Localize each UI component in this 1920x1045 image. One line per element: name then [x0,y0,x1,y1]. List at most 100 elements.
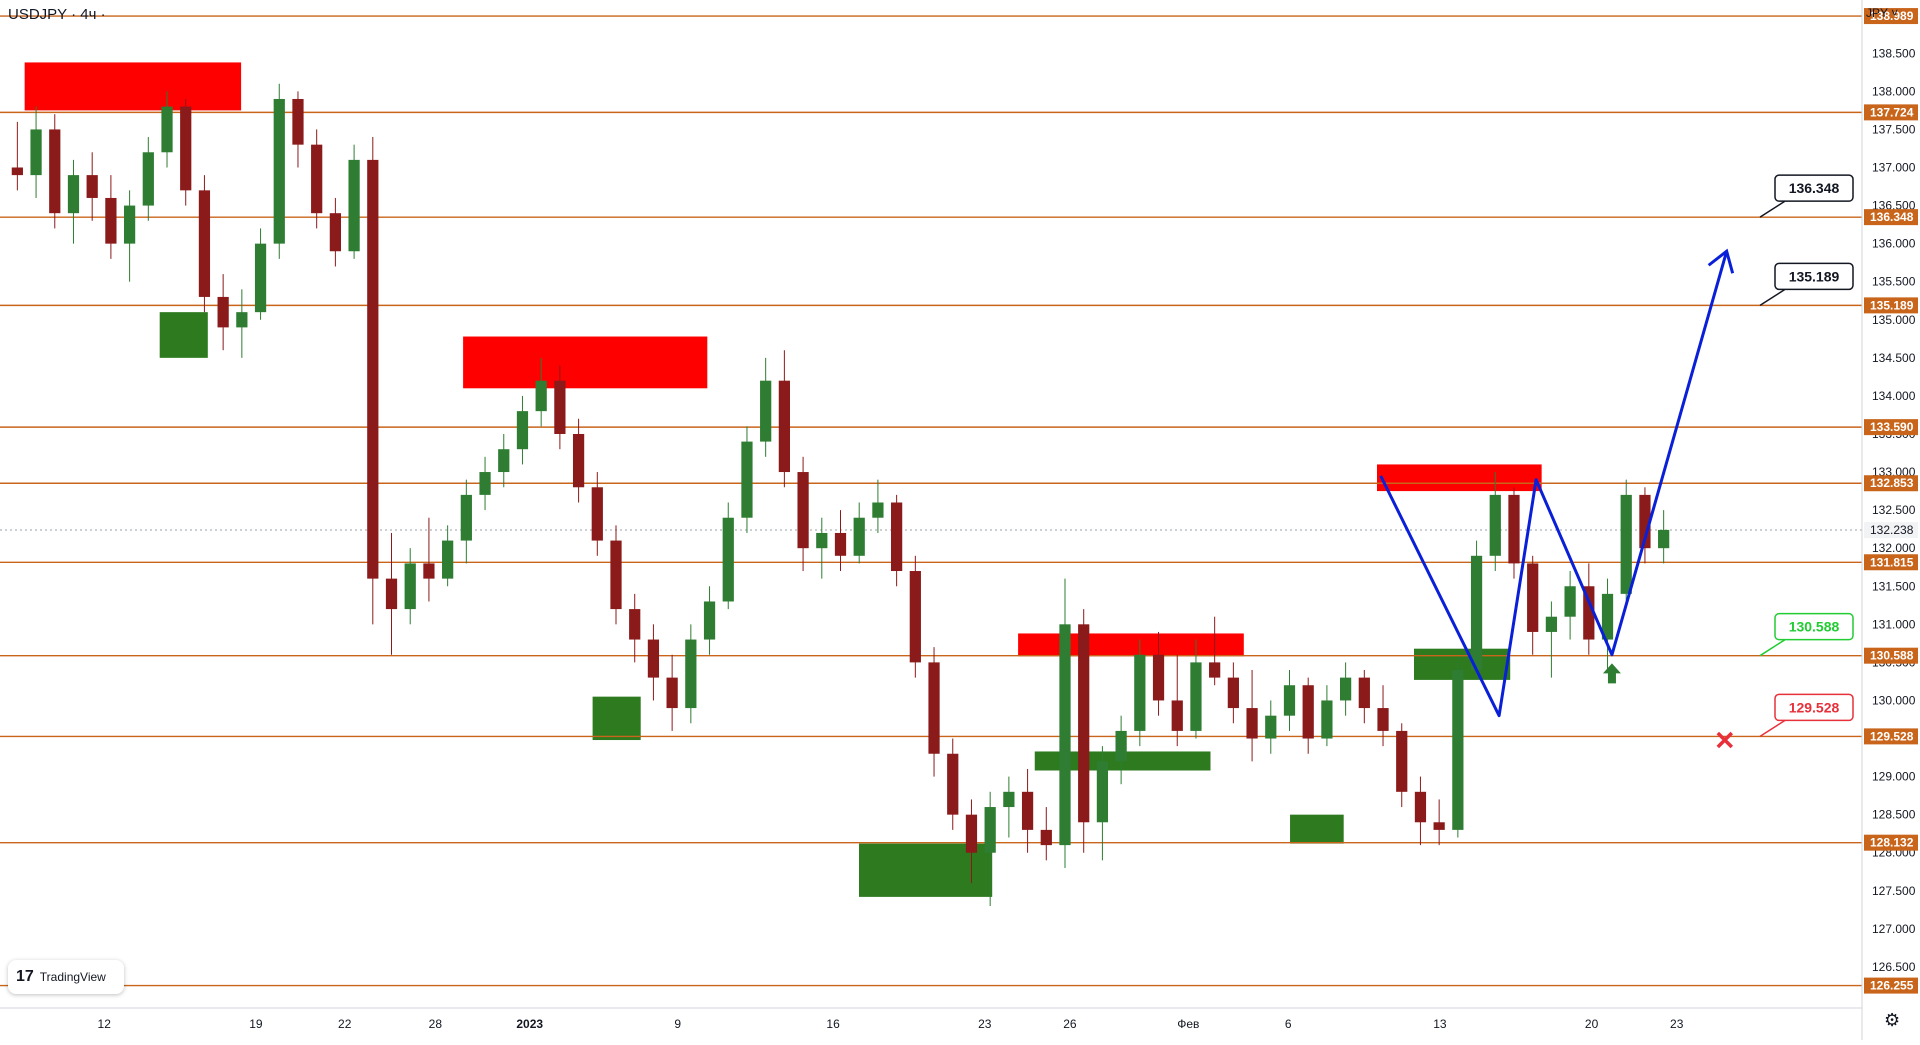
y-tick-label: 138.500 [1872,46,1916,60]
candle-body [404,563,416,610]
candle-body [516,411,529,450]
demand-zone [1290,814,1344,844]
x-tick-label: 6 [1285,1017,1292,1031]
cross-icon [1716,731,1734,749]
candle-body [891,502,903,572]
candle-body [1508,494,1520,564]
candle-body [947,753,959,815]
candle-body [1021,791,1034,830]
projection-arrowhead [1707,248,1735,274]
y-tick-label: 129.000 [1872,770,1916,784]
level-price-tag [1864,475,1918,492]
callout-label: 129.528 [1789,699,1840,715]
y-tick-label: 131.500 [1872,579,1916,593]
candle-body [1227,677,1239,709]
candle-body [1377,708,1389,731]
candle-body [161,106,173,153]
x-tick-label: 23 [978,1017,992,1031]
callout-box [1774,262,1854,291]
x-tick-label: 26 [1063,1017,1077,1031]
candle-body [142,152,154,206]
candle-body [1564,586,1576,617]
level-price-tag [1864,728,1918,745]
level-price-tag [1864,834,1918,851]
candle-body [1190,662,1202,731]
level-price-label: 126.255 [1870,979,1914,993]
candle-body [254,243,267,313]
candle-body [591,487,603,541]
price-axis: 138.500 138.000 137.500 137.000 136.500 136.0… [1861,0,1918,1040]
candle-body [1601,593,1614,640]
candle-body [1265,715,1277,739]
level-price-tag [1864,419,1918,436]
tradingview-logo: 17 [16,968,34,985]
callout-leader [1759,288,1786,307]
candle-body [1452,670,1464,830]
level-price-tag [1864,977,1918,994]
callout-leader [1759,719,1786,738]
candle-body [1489,494,1501,556]
candle-body [703,601,716,640]
y-tick-label: 137.500 [1872,122,1916,136]
candle-body [554,380,566,434]
candle-body [1096,761,1109,823]
candle-body [666,677,678,709]
y-tick-label: 134.000 [1872,389,1916,403]
y-tick-label: 134.500 [1872,351,1916,365]
x-tick-label: 16 [826,1017,840,1031]
supply-zone [1377,464,1542,492]
y-tick-label: 138.000 [1872,84,1916,98]
demand-zone [592,696,641,741]
level-price-tag [1864,297,1918,314]
candle-body [1527,563,1539,632]
candle-body [816,532,828,549]
candle-body [834,532,847,556]
gear-icon[interactable]: ⚙ [1884,1010,1901,1030]
markers-layer [1602,663,1734,749]
candle-body [49,129,61,214]
projection-layer [1379,248,1735,718]
level-price-label: 136.348 [1870,210,1914,224]
candle-body [67,175,80,214]
currency-select[interactable]: JPY ˅ [1866,6,1899,20]
candle-body [1078,624,1090,823]
candle-body [1583,586,1595,640]
x-tick-label: 28 [429,1017,443,1031]
time-axis: 12 19 22 28 2023 9 16 23 26 Фев 6 13 20 23 [0,1007,1862,1031]
candle-body [367,159,379,579]
demand-zone [159,312,208,358]
level-price-tag [1864,8,1918,25]
candle-body [1470,555,1483,670]
level-price-tag [1864,209,1918,226]
y-tick-label: 127.000 [1872,922,1916,936]
candle-body [1340,677,1352,701]
y-tick-label: 135.500 [1872,275,1916,289]
y-tick-label: 136.000 [1872,237,1916,251]
candle-body [442,540,454,579]
candle-body [1639,494,1651,549]
callout-leader [1759,639,1786,657]
x-tick-label: 20 [1585,1017,1599,1031]
symbol-title[interactable]: USDJPY · 4ч · [8,6,106,23]
candle-body [572,433,585,488]
current-price-tag [1864,522,1918,539]
projection-line [1379,250,1729,718]
x-tick-label: 12 [98,1017,112,1031]
candle-body [1658,529,1670,549]
candle-body [1358,677,1370,709]
candle-body [853,517,865,556]
y-tick-label: 137.000 [1872,161,1916,175]
callout-box [1774,174,1854,202]
current-price-label: 132.238 [1870,523,1914,537]
x-tick-label: Фев [1177,1017,1199,1031]
candle-body [348,159,360,252]
candle-body [1433,822,1445,830]
candle-body [217,296,229,328]
candle-body [292,98,304,145]
tradingview-badge[interactable]: 17 TradingView [8,960,124,994]
candle-body [498,449,510,473]
candle-body [647,639,660,678]
y-tick-label: 127.500 [1872,884,1916,898]
